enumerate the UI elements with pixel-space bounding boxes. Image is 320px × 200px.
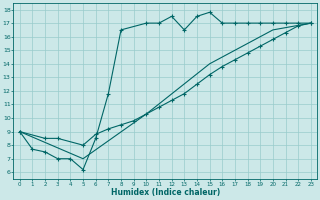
- X-axis label: Humidex (Indice chaleur): Humidex (Indice chaleur): [111, 188, 220, 197]
